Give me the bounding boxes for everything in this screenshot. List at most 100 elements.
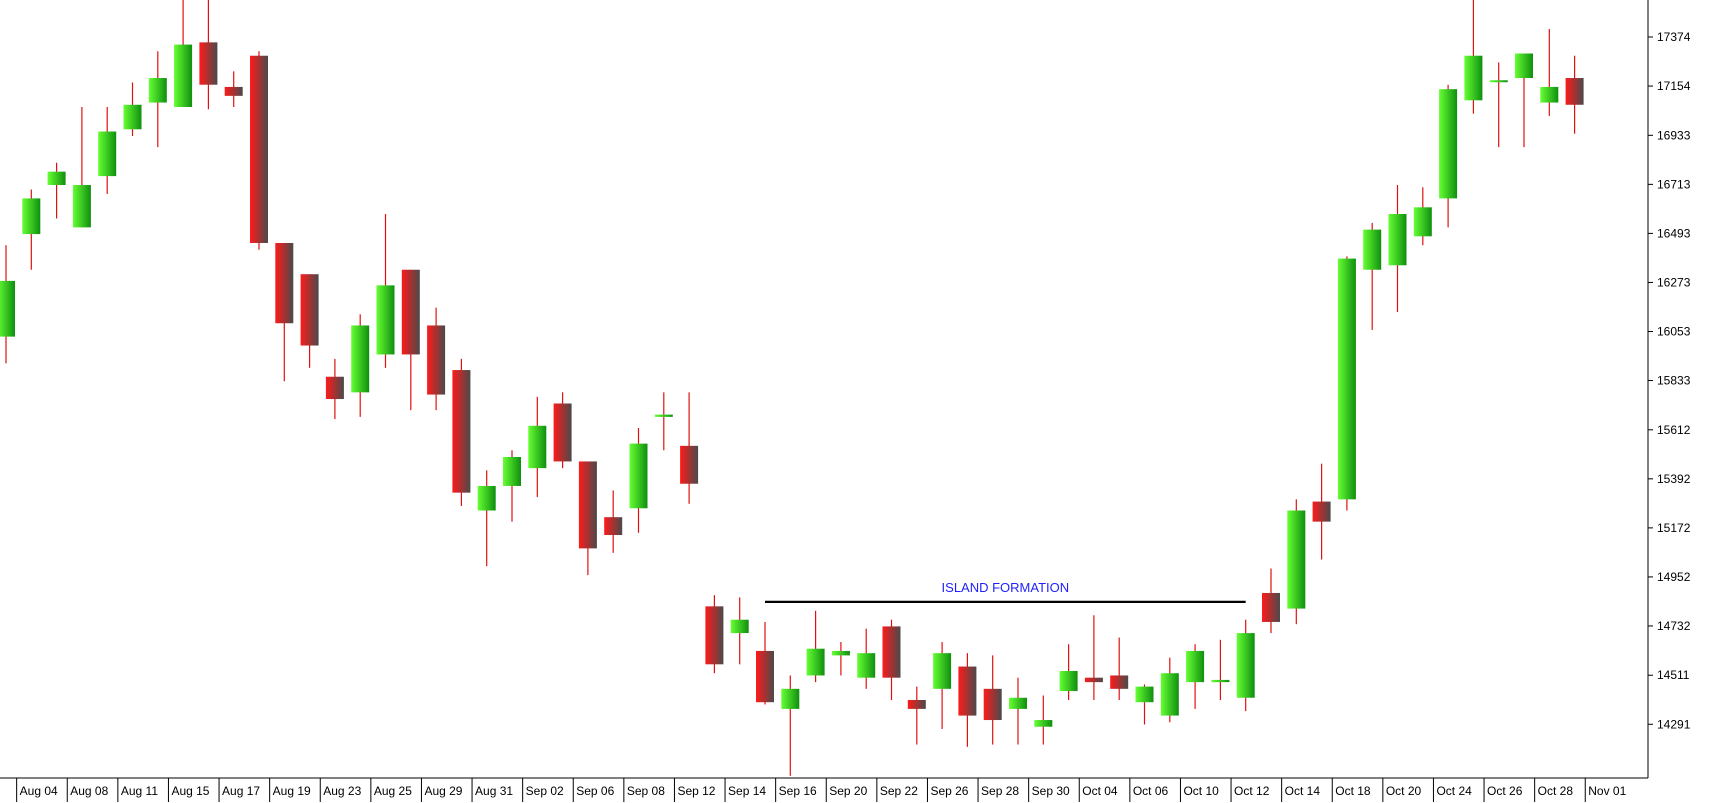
candle-32	[806, 610, 825, 683]
x-tick-label-16: Sep 20	[829, 784, 867, 798]
x-tick-label-27: Oct 20	[1386, 784, 1422, 798]
x-tick-label-14: Sep 14	[728, 784, 766, 798]
candle-body-32	[806, 648, 825, 676]
x-tick-label-28: Oct 24	[1436, 784, 1472, 798]
candle-31	[781, 675, 800, 776]
candle-17	[427, 307, 446, 411]
x-tick-label-23: Oct 10	[1183, 784, 1219, 798]
candle-body-3	[72, 185, 91, 228]
y-tick-label-1: 14511	[1657, 668, 1690, 682]
candle-34	[857, 628, 876, 689]
candle-39	[983, 655, 1002, 745]
candle-body-37	[933, 653, 952, 689]
x-tick-label-4: Aug 17	[222, 784, 260, 798]
x-tick-label-21: Oct 04	[1082, 784, 1118, 798]
candle-body-10	[250, 55, 268, 243]
candle-19	[477, 470, 496, 567]
candle-body-6	[148, 78, 167, 103]
candle-body-11	[275, 242, 294, 324]
candle-36	[907, 686, 926, 745]
candle-24	[604, 490, 623, 553]
y-tick-label-6: 15612	[1657, 423, 1691, 437]
candle-59	[1489, 62, 1508, 148]
x-tick-label-7: Aug 25	[374, 784, 412, 798]
candle-body-5	[123, 104, 142, 130]
candle-15	[376, 214, 395, 368]
candle-body-51	[1287, 510, 1306, 609]
candle-body-27	[680, 445, 699, 484]
candle-2	[47, 162, 66, 219]
candle-0	[0, 245, 15, 364]
candle-54	[1363, 222, 1382, 330]
x-tick-label-13: Sep 12	[677, 784, 715, 798]
candle-body-24	[604, 517, 623, 536]
candle-body-29	[730, 619, 749, 634]
x-tick-label-19: Sep 28	[981, 784, 1019, 798]
candle-body-20	[503, 456, 521, 486]
candle-body-59	[1489, 80, 1508, 83]
candle-body-4	[98, 131, 117, 177]
x-tick-label-18: Sep 26	[930, 784, 968, 798]
candle-20	[503, 450, 521, 522]
x-tick-label-9: Aug 31	[475, 784, 513, 798]
y-tick-label-10: 16493	[1657, 226, 1691, 240]
candle-body-18	[452, 370, 471, 493]
x-tick-label-0: Aug 04	[20, 784, 58, 798]
y-tick-label-9: 16273	[1657, 275, 1691, 289]
x-tick-label-20: Sep 30	[1032, 784, 1070, 798]
candle-body-9	[224, 86, 243, 96]
candle-33	[831, 642, 850, 676]
candle-38	[958, 653, 977, 747]
candles-layer	[0, 0, 1584, 776]
candle-22	[553, 392, 572, 469]
candle-47	[1186, 644, 1205, 709]
y-tick-label-8: 16053	[1657, 324, 1691, 338]
candle-12	[300, 274, 319, 368]
candle-9	[224, 71, 243, 108]
candle-body-39	[983, 688, 1002, 721]
candle-body-40	[1009, 697, 1027, 709]
candle-49	[1236, 619, 1255, 712]
candle-11	[275, 242, 294, 382]
candle-body-36	[907, 699, 926, 709]
candle-body-54	[1363, 229, 1382, 270]
candle-16	[401, 269, 420, 411]
candle-26	[654, 392, 673, 451]
x-axis: Aug 04 Aug 08 Aug 11 Aug 15 Aug 17 Aug 19 Aug …	[16, 778, 1627, 802]
candle-1	[22, 189, 41, 270]
candle-body-31	[781, 688, 800, 709]
candle-57	[1439, 84, 1458, 228]
candle-21	[528, 396, 547, 498]
candle-23	[578, 461, 597, 576]
candle-body-58	[1464, 55, 1483, 101]
candle-14	[351, 314, 370, 417]
x-tick-label-5: Aug 19	[273, 784, 311, 798]
candle-13	[325, 358, 344, 420]
candle-body-12	[300, 274, 319, 346]
candle-48	[1211, 639, 1230, 700]
candle-body-21	[528, 425, 547, 469]
candle-body-17	[427, 325, 446, 395]
candle-body-30	[756, 650, 774, 703]
candle-body-28	[705, 606, 724, 665]
candle-body-46	[1160, 673, 1179, 716]
candle-body-61	[1540, 86, 1559, 103]
candle-body-41	[1034, 720, 1053, 727]
y-tick-label-12: 16933	[1657, 128, 1691, 142]
candle-body-47	[1186, 650, 1205, 683]
candle-body-13	[325, 376, 344, 400]
y-tick-label-4: 15172	[1657, 521, 1691, 535]
candle-3	[72, 107, 91, 228]
candle-body-26	[654, 414, 673, 417]
candle-body-25	[629, 443, 648, 509]
candle-body-35	[882, 626, 901, 678]
candle-37	[933, 642, 952, 729]
y-tick-label-11: 16713	[1657, 177, 1691, 191]
candle-51	[1287, 499, 1306, 625]
y-tick-label-2: 14732	[1657, 619, 1691, 633]
candle-body-23	[578, 461, 597, 549]
candle-25	[629, 428, 648, 533]
candle-43	[1084, 615, 1103, 700]
plot-background	[0, 0, 1648, 778]
